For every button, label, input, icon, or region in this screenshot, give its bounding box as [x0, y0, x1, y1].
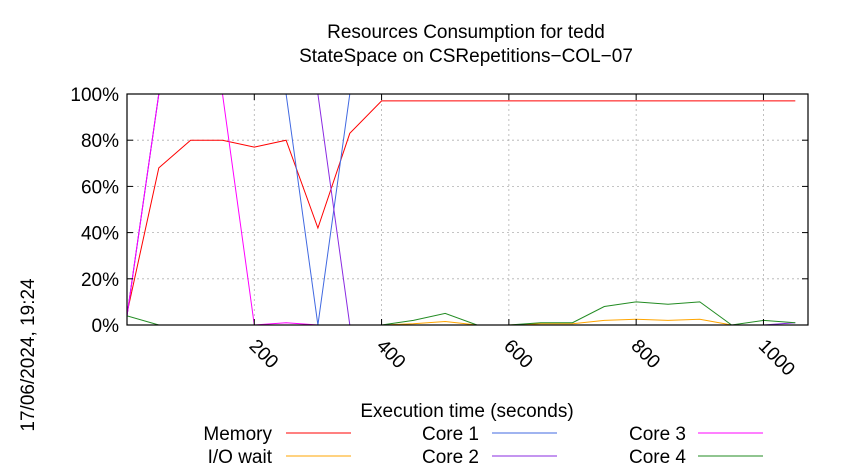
legend-label-core-1: Core 1 — [422, 424, 479, 445]
series-line-core-4 — [126, 301, 796, 326]
y-tick-label: 0% — [92, 316, 120, 337]
series-line-i-o-wait — [381, 318, 796, 326]
x-tick-label: 800 — [627, 336, 664, 373]
grid — [127, 94, 808, 325]
y-tick-label: 80% — [81, 131, 119, 152]
x-tick-label: 200 — [245, 336, 282, 373]
legend-label-core-3: Core 3 — [629, 424, 686, 445]
legend-label-i-o-wait: I/O wait — [208, 447, 273, 468]
timestamp: 17/06/2024, 19:24 — [18, 278, 39, 432]
x-axis-ticks: 200 400 600 800 1000 — [245, 94, 799, 380]
x-tick-label: 400 — [372, 336, 409, 373]
chart-subtitle: StateSpace on CSRepetitions−COL−07 — [299, 46, 633, 67]
y-tick-label: 100% — [70, 85, 119, 106]
series-line-core-3 — [126, 93, 350, 326]
x-axis-label: Execution time (seconds) — [360, 401, 573, 422]
series-line-memory — [126, 100, 796, 314]
legend-label-memory: Memory — [203, 424, 272, 445]
legend-label-core-2: Core 2 — [422, 447, 479, 468]
x-tick-label: 1000 — [754, 336, 799, 381]
y-tick-label: 40% — [81, 224, 119, 245]
legend-label-core-4: Core 4 — [629, 447, 686, 468]
plot-frame — [126, 93, 809, 326]
series-lines — [126, 93, 796, 326]
x-tick-label: 600 — [499, 336, 536, 373]
y-tick-label: 60% — [81, 177, 119, 198]
y-tick-label: 20% — [81, 270, 119, 291]
y-axis-ticks: 0% 20% 40% 60% 80% 100% — [70, 85, 808, 337]
chart-title: Resources Consumption for tedd — [327, 22, 605, 43]
